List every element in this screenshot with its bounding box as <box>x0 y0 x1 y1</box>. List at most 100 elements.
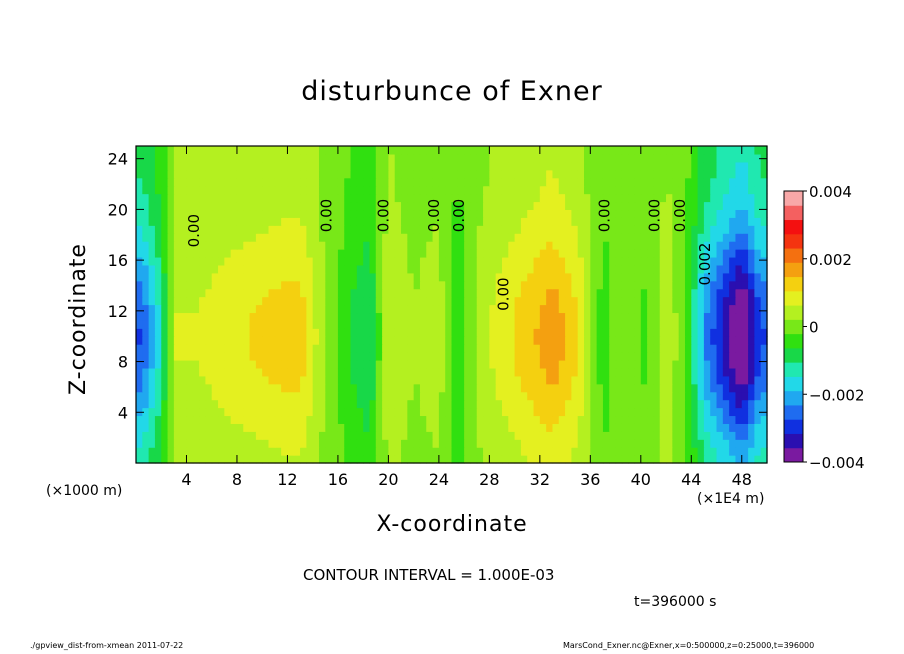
field-cell <box>457 447 465 456</box>
field-cell <box>684 241 692 250</box>
field-cell <box>666 304 673 314</box>
field-cell <box>565 431 572 440</box>
field-cell <box>527 447 535 456</box>
field-cell <box>432 359 440 369</box>
field-cell <box>621 407 629 417</box>
field-cell <box>552 336 560 345</box>
field-cell <box>533 383 541 393</box>
field-cell <box>268 320 276 329</box>
field-cell <box>255 415 263 424</box>
field-cell <box>363 328 371 337</box>
field-cell <box>161 296 169 306</box>
field-cell <box>255 367 263 377</box>
field-cell <box>672 415 680 424</box>
field-cell <box>527 233 535 242</box>
field-cell <box>691 146 699 155</box>
field-cell <box>211 320 219 329</box>
field-cell <box>382 375 389 385</box>
field-cell <box>394 320 402 329</box>
field-cell <box>375 256 383 266</box>
field-cell <box>722 423 730 432</box>
field-cell <box>375 233 383 242</box>
field-cell <box>293 399 301 409</box>
field-cell <box>596 415 604 424</box>
field-cell <box>741 328 749 337</box>
field-cell <box>432 256 440 266</box>
field-cell <box>350 169 358 179</box>
field-cell <box>558 367 566 377</box>
field-cell <box>647 217 655 226</box>
field-cell <box>565 233 572 242</box>
field-cell <box>514 288 522 298</box>
field-cell <box>697 233 705 242</box>
field-cell <box>186 352 194 361</box>
field-cell <box>754 439 762 448</box>
field-cell <box>281 344 289 353</box>
field-cell <box>577 455 585 464</box>
field-cell <box>558 312 566 321</box>
colorbar-segment <box>784 262 803 278</box>
field-cell <box>413 241 421 250</box>
field-cell <box>722 241 730 250</box>
field-cell <box>388 439 396 448</box>
field-cell <box>457 209 465 218</box>
field-cell <box>255 296 263 306</box>
field-cell <box>672 455 680 464</box>
field-cell <box>192 264 200 274</box>
field-cell <box>268 352 276 361</box>
field-cell <box>558 249 566 258</box>
field-cell <box>678 280 686 290</box>
field-cell <box>501 217 509 226</box>
field-cell <box>508 304 516 314</box>
field-cell <box>584 225 591 234</box>
field-cell <box>180 415 188 424</box>
field-cell <box>501 177 509 187</box>
field-cell <box>331 383 339 393</box>
field-cell <box>470 391 478 401</box>
field-cell <box>596 320 604 329</box>
field-cell <box>243 241 251 250</box>
field-cell <box>716 423 724 432</box>
field-cell <box>306 336 314 345</box>
field-cell <box>356 256 364 266</box>
field-cell <box>356 415 364 424</box>
field-cell <box>312 272 320 282</box>
field-cell <box>691 280 699 290</box>
field-cell <box>659 233 667 242</box>
field-cell <box>666 233 673 242</box>
field-cell <box>413 201 421 211</box>
field-cell <box>760 336 768 345</box>
field-cell <box>205 153 213 163</box>
field-cell <box>514 169 522 179</box>
field-cell <box>148 304 156 314</box>
field-cell <box>558 225 566 234</box>
field-cell <box>678 264 686 274</box>
field-cell <box>584 344 591 353</box>
field-cell <box>350 312 358 321</box>
field-cell <box>489 391 497 401</box>
field-cell <box>192 233 200 242</box>
field-cell <box>249 272 257 282</box>
field-cell <box>571 201 579 211</box>
field-cell <box>205 375 213 385</box>
field-cell <box>142 407 150 417</box>
field-cell <box>154 153 162 163</box>
field-cell <box>760 344 768 353</box>
field-cell <box>268 185 276 195</box>
field-cell <box>577 439 585 448</box>
field-cell <box>697 209 705 218</box>
field-cell <box>615 280 623 290</box>
field-cell <box>318 146 326 155</box>
field-cell <box>325 249 333 258</box>
field-cell <box>703 415 711 424</box>
field-cell <box>514 407 522 417</box>
field-cell <box>426 439 434 448</box>
field-cell <box>136 336 143 345</box>
field-cell <box>748 383 755 393</box>
field-cell <box>527 383 535 393</box>
field-cell <box>584 431 591 440</box>
field-cell <box>281 439 289 448</box>
field-cell <box>394 288 402 298</box>
field-cell <box>527 455 535 464</box>
field-cell <box>710 249 718 258</box>
